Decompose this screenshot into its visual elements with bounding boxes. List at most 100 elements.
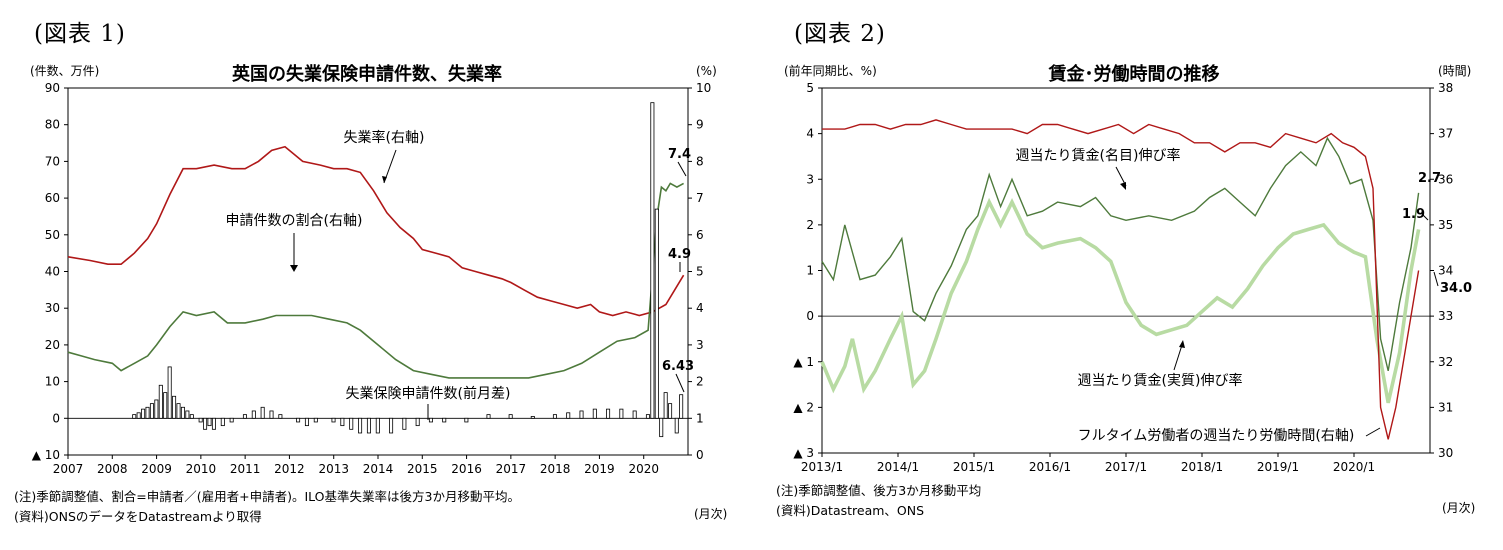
fig2-right-tick-label: 36 — [1438, 172, 1453, 186]
fig1-bar — [136, 412, 141, 419]
fig1-x-tick-label: 2014 — [363, 462, 394, 476]
fig1-x-tick-label: 2011 — [230, 462, 261, 476]
fig2-series-line-1 — [820, 197, 1421, 404]
fig1-bar — [375, 417, 380, 434]
fig1-bar — [198, 417, 203, 423]
fig2-left-tick-label: 0 — [806, 309, 814, 323]
fig1-bar — [242, 414, 247, 419]
fig2-right-axis-label: (時間) — [1438, 64, 1471, 78]
fig1-bar — [260, 406, 265, 419]
fig1-bar — [220, 417, 225, 427]
fig1-bar — [158, 384, 163, 419]
fig1-bar — [185, 410, 190, 419]
fig1-bar — [619, 408, 624, 419]
fig2-right-tick-label: 38 — [1438, 81, 1453, 95]
fig1-bar — [304, 417, 309, 427]
fig1-bar — [679, 394, 684, 419]
fig2-x-tick-label: 2014/1 — [877, 460, 919, 474]
fig1-bar — [428, 417, 433, 423]
fig1-bar — [251, 410, 256, 419]
fig1-x-tick-label: 2017 — [496, 462, 527, 476]
fig1-right-tick-label: 3 — [696, 338, 704, 352]
fig1-left-tick-label: 10 — [45, 375, 60, 389]
figure-2-label: (図表 2) — [794, 21, 886, 47]
fig1-bar — [313, 417, 318, 423]
fig1-bar — [149, 403, 154, 419]
fig2-pointer-hours — [1365, 427, 1381, 437]
fig1-bar — [592, 408, 597, 419]
fig1-bar — [606, 408, 611, 419]
fig1-bar — [229, 417, 234, 423]
fig2-left-tick-label: ▲ 1 — [793, 355, 814, 369]
fig2-x-tick-label: 2018/1 — [1181, 460, 1223, 474]
figure-1-note: (注)季節調整値、割合=申請者／(雇用者+申請者)。ILO基準失業率は後方3か月… — [14, 489, 520, 504]
fig1-title: 英国の失業保険申請件数、失業率 — [231, 63, 502, 85]
fig2-right-tick-label: 31 — [1438, 400, 1453, 414]
fig1-left-tick-label: ▲ 10 — [32, 448, 60, 462]
figure-1-label: (図表 1) — [34, 21, 126, 47]
fig1-pointer-head-claimant-share — [290, 265, 298, 272]
fig1-bar — [349, 417, 354, 430]
fig2-left-tick-label: 5 — [806, 81, 814, 95]
fig1-bar — [632, 410, 637, 419]
fig2-pointer-head-real-wage — [1179, 340, 1185, 348]
fig1-label-claimant-share: 申請件数の割合(右軸) — [226, 212, 363, 229]
fig1-right-tick-label: 5 — [696, 265, 704, 279]
fig2-annotation-pointer-hours — [1433, 271, 1439, 287]
fig1-annotation-pointer-claimant-share — [677, 161, 687, 177]
fig1-bar — [172, 395, 177, 419]
fig1-right-tick-label: 6 — [696, 228, 704, 242]
figure-1-chart: 英国の失業保険申請件数、失業率(件数、万件) (%)(月次)90807060504… — [30, 63, 727, 521]
fig2-right-tick-label: 33 — [1438, 309, 1453, 323]
fig1-bar — [650, 102, 655, 419]
fig1-bar — [442, 417, 447, 423]
fig1-x-tick-label: 2010 — [186, 462, 217, 476]
figure-1-panel: (図表 1) 英国の失業保険申請件数、失業率 (件数、万件) (%) (月次) 90 80… — [0, 0, 750, 550]
fig1-series-line-0 — [67, 145, 685, 317]
fig2-pointer-real-wage — [1173, 344, 1183, 371]
fig1-x-tick-label: 2019 — [584, 462, 615, 476]
fig1-bar — [189, 414, 194, 419]
fig1-right-axis-label: (%) — [696, 64, 717, 78]
fig2-left-tick-label: ▲ 2 — [793, 400, 814, 414]
fig1-right-tick-label: 1 — [696, 411, 704, 425]
fig1-bar — [668, 403, 673, 419]
fig1-left-tick-label: 50 — [45, 228, 60, 242]
fig1-bar — [145, 406, 150, 419]
fig2-x-tick-label: 2015/1 — [953, 460, 995, 474]
fig1-bar — [269, 410, 274, 419]
fig1-bar — [331, 417, 336, 423]
fig2-annotation-nominal-wage: 2.7 — [1418, 171, 1441, 186]
fig1-right-tick-label: 8 — [696, 154, 704, 168]
fig1-bar — [402, 417, 407, 430]
fig1-bar — [674, 417, 679, 434]
fig1-right-tick-label: 7 — [696, 191, 704, 205]
fig1-left-tick-label: 80 — [45, 118, 60, 132]
fig1-x-axis-label: (月次) — [694, 507, 727, 521]
fig2-annotation-pointer-real-wage — [1421, 213, 1429, 221]
fig1-bar — [141, 408, 146, 419]
figure-2-note: (注)季節調整値、後方3か月移動平均 — [776, 483, 982, 498]
fig1-x-tick-label: 2012 — [274, 462, 305, 476]
fig1-annotation-unemployment-rate: 4.9 — [668, 247, 691, 262]
fig1-bar — [278, 414, 283, 419]
fig1-left-tick-label: 40 — [45, 265, 60, 279]
fig1-bar — [663, 392, 668, 419]
fig1-left-tick-label: 0 — [52, 411, 60, 425]
fig2-left-tick-label: 4 — [806, 127, 814, 141]
fig2-right-tick-label: 30 — [1438, 446, 1453, 460]
fig1-x-tick-label: 2020 — [628, 462, 659, 476]
fig2-label-real-wage: 週当たり賃金(実質)伸び率 — [1078, 372, 1243, 389]
fig1-x-tick-label: 2018 — [540, 462, 571, 476]
fig1-label-claimant-change: 失業保険申請件数(前月差) — [346, 385, 511, 402]
fig1-right-tick-label: 4 — [696, 301, 704, 315]
fig1-bar — [486, 414, 491, 419]
fig1-bar — [530, 416, 535, 419]
fig2-x-tick-label: 2016/1 — [1029, 460, 1071, 474]
fig1-bar — [163, 392, 168, 419]
fig1-left-tick-label: 70 — [45, 154, 60, 168]
fig1-bar — [654, 208, 659, 419]
fig2-right-tick-label: 37 — [1438, 127, 1453, 141]
fig1-annotation-pointer-claimant-change — [675, 373, 685, 393]
